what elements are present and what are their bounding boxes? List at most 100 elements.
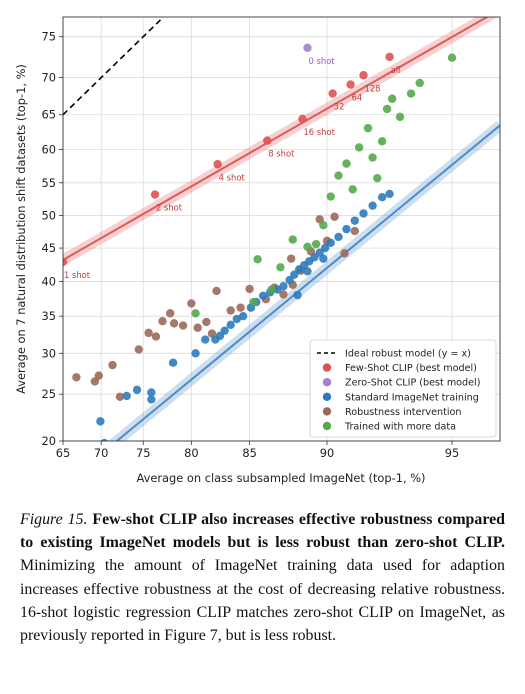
legend-label: Zero-Shot CLIP (best model) (345, 378, 480, 389)
x-tick-label: 85 (242, 446, 257, 460)
data-point (328, 89, 337, 98)
data-point-label: 16 shot (303, 127, 335, 137)
plot-frame (62, 16, 501, 442)
data-point (279, 290, 288, 299)
data-point (202, 317, 211, 327)
data-point (377, 193, 387, 202)
data-point (334, 171, 343, 180)
data-point (96, 417, 105, 426)
data-point (373, 173, 382, 183)
legend-marker (322, 421, 332, 431)
data-point (226, 320, 235, 330)
data-point (226, 306, 235, 315)
fit-line (115, 124, 500, 441)
data-point (293, 290, 302, 300)
legend-label: Few-Shot CLIP (best model) (345, 363, 477, 374)
x-axis-label: Average on class subsampled ImageNet (to… (136, 471, 425, 485)
data-point (168, 358, 178, 367)
data-point (213, 160, 222, 169)
data-point (326, 192, 335, 201)
data-point (165, 309, 175, 318)
data-point (191, 309, 200, 318)
y-tick-label: 45 (42, 241, 57, 255)
data-point (350, 226, 360, 236)
legend-marker (322, 378, 332, 387)
data-point-label: all (391, 65, 401, 75)
y-tick-label: 30 (42, 346, 57, 360)
y-tick-label: 65 (42, 108, 57, 122)
data-point (368, 153, 377, 162)
data-point (238, 311, 248, 321)
data-point (232, 314, 242, 324)
data-point (385, 52, 394, 62)
legend: Ideal robust model (y = x) Few-Shot CLIP … (309, 339, 497, 438)
data-point (350, 216, 360, 225)
legend-marker (322, 407, 332, 416)
data-point (245, 284, 254, 294)
legend-label: Robustness intervention (345, 407, 461, 418)
x-tick-label: 75 (136, 446, 151, 460)
data-point (286, 254, 296, 263)
data-point (151, 332, 161, 341)
ideal-robust-line (63, 17, 165, 116)
data-point-label: 32 (334, 102, 345, 112)
data-point (193, 323, 202, 332)
data-point (303, 43, 312, 52)
data-point (115, 392, 125, 402)
data-points (63, 43, 457, 441)
data-point (382, 104, 392, 114)
data-point (387, 94, 397, 103)
data-point (288, 235, 297, 244)
caption-body-text: Minimizing the amount of ImageNet traini… (20, 557, 505, 645)
fit-line (63, 17, 489, 261)
legend-marker (322, 392, 332, 401)
data-point (187, 299, 196, 308)
axis-ticks: 65 70 75 80 85 90 95 20 25 30 35 40 45 50 55 60 65 70 75 (42, 30, 460, 460)
legend-marker (322, 363, 332, 372)
data-point (132, 385, 142, 395)
data-point (406, 89, 416, 98)
data-point-label: 2 shot (156, 203, 183, 213)
data-point (279, 281, 288, 291)
data-point (63, 257, 68, 267)
data-point (100, 438, 109, 441)
data-point (144, 328, 153, 338)
data-point (150, 190, 160, 199)
legend-label: Ideal robust model (y = x) (345, 349, 471, 360)
data-point (212, 286, 221, 296)
data-point (147, 388, 156, 397)
x-tick-label: 95 (445, 446, 460, 460)
data-point (122, 391, 131, 401)
x-tick-label: 70 (94, 446, 109, 460)
data-point (267, 285, 276, 294)
data-point (334, 232, 343, 242)
data-point (368, 201, 377, 210)
data-point (147, 395, 156, 404)
data-point (340, 249, 349, 258)
data-point (395, 112, 405, 122)
caption-bold-text: Few-shot CLIP also increases effective r… (20, 511, 505, 552)
y-tick-label: 35 (42, 309, 57, 323)
data-point (253, 255, 262, 264)
figure-caption: Figure 15. Few-shot CLIP also increases … (20, 508, 505, 647)
data-point (249, 297, 258, 307)
data-point (359, 209, 368, 218)
data-point (72, 373, 81, 382)
data-point (326, 238, 335, 248)
data-point (258, 291, 268, 300)
data-point (298, 114, 307, 124)
y-tick-label: 60 (42, 142, 57, 156)
y-tick-label: 75 (42, 30, 57, 44)
data-point (377, 137, 387, 146)
legend-box (309, 339, 497, 438)
data-point (303, 267, 312, 276)
data-point (311, 239, 321, 249)
data-point (385, 189, 394, 199)
data-point (108, 360, 117, 370)
data-point (447, 53, 457, 62)
data-point (263, 136, 272, 145)
caption-figure-label: Figure 15. (20, 511, 88, 528)
legend-label: Standard ImageNet training (345, 392, 479, 403)
